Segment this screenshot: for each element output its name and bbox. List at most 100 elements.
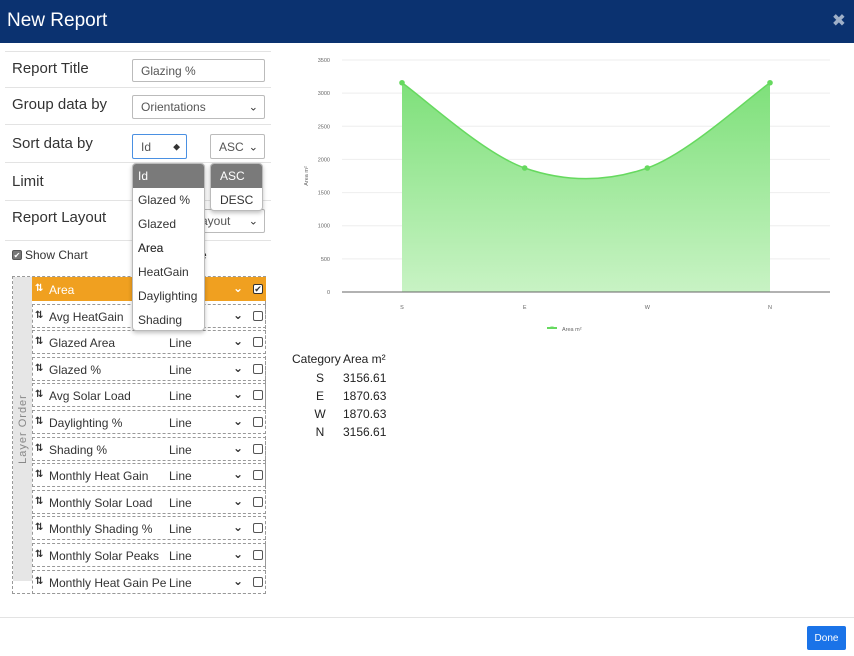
checkbox-icon[interactable] <box>253 443 263 454</box>
chevron-down-icon[interactable]: ⌄ <box>233 547 244 561</box>
chevron-down-icon[interactable]: ⌄ <box>233 281 244 295</box>
sort-arrows-icon[interactable]: ⇅ <box>35 575 44 587</box>
chevron-down-icon[interactable]: ⌄ <box>233 440 244 455</box>
layer-row[interactable]: ⇅ Avg Solar Load Line ⌄ <box>32 383 266 408</box>
show-chart-toggle[interactable]: ✔ Show Chart <box>12 248 88 262</box>
layer-chart-type[interactable]: Line <box>169 389 192 404</box>
y-tick-label: 500 <box>321 257 330 263</box>
sort-arrows-icon[interactable]: ⇅ <box>35 469 44 481</box>
layer-name: Glazed Area <box>49 336 116 351</box>
report-title-input[interactable]: Glazing % <box>132 59 265 82</box>
legend-label: Area m² <box>562 327 582 333</box>
sort-option[interactable]: Glazed % <box>138 193 191 207</box>
chevron-down-icon[interactable]: ⌄ <box>233 334 244 349</box>
y-tick-label: 0 <box>327 290 330 296</box>
sort-by-dropdown[interactable]: Id Glazed % Glazed Area Area HeatGain Dayligh… <box>132 163 205 331</box>
chevron-down-icon[interactable]: ⌄ <box>233 414 244 428</box>
layer-row[interactable]: ⇅ Monthly Shading % Line ⌄ <box>32 516 266 541</box>
layer-row[interactable]: ⇅ Daylighting % Line ⌄ <box>32 410 266 434</box>
sort-arrows-icon[interactable]: ⇅ <box>35 549 44 560</box>
layer-chart-type[interactable]: Line <box>169 575 192 590</box>
sort-option[interactable]: Area <box>138 241 164 255</box>
sort-arrows-icon[interactable]: ⇅ <box>35 336 44 348</box>
chevron-down-icon[interactable]: ⌄ <box>233 573 244 588</box>
layer-chart-type[interactable]: Line <box>169 336 192 351</box>
table-cell-value: 3156.61 <box>343 425 387 439</box>
order-option[interactable]: DESC <box>220 193 254 207</box>
sort-arrows-icon[interactable]: ⇅ <box>35 283 44 294</box>
sort-by-row: Sort data by Id ◆ ASC ⌄ <box>5 124 271 162</box>
layer-chart-type[interactable]: Line <box>169 469 192 484</box>
layer-chart-type[interactable]: Line <box>169 549 192 563</box>
table-header: Area m² <box>343 352 386 366</box>
checkbox-icon[interactable] <box>253 576 263 587</box>
checkbox-checked-icon[interactable]: ✔ <box>12 250 22 260</box>
sort-option[interactable]: HeatGain <box>138 265 189 279</box>
order-option[interactable]: ASC <box>211 164 262 188</box>
layer-row[interactable]: ⇅ Monthly Heat Gain Line ⌄ <box>32 463 266 488</box>
checkbox-checked-icon[interactable]: ✔ <box>253 284 263 294</box>
checkbox-icon[interactable] <box>253 550 263 560</box>
group-by-select[interactable]: Orientations ⌄ <box>132 95 265 119</box>
checkbox-icon[interactable] <box>253 496 263 507</box>
layer-row[interactable]: ⇅ Shading % Line ⌄ <box>32 436 266 461</box>
chevron-down-icon[interactable]: ⌄ <box>233 360 244 375</box>
sort-arrows-icon[interactable]: ⇅ <box>35 389 44 401</box>
report-title-row: Report Title Glazing % <box>5 51 271 87</box>
sort-arrows-icon[interactable]: ⇅ <box>35 416 44 427</box>
chevron-down-icon[interactable]: ⌄ <box>233 307 244 322</box>
sort-arrows-icon[interactable]: ⇅ <box>35 522 44 534</box>
checkbox-icon[interactable] <box>253 363 263 374</box>
layer-row[interactable]: ⇅ Glazed Area Line ⌄ <box>32 330 266 355</box>
layer-name: Monthly Heat Gain <box>49 469 149 484</box>
table-cell-category: N <box>315 425 325 439</box>
y-tick-label: 2000 <box>318 157 330 163</box>
layer-name: Monthly Solar Peaks <box>49 549 160 563</box>
sort-arrows-icon[interactable]: ⇅ <box>35 442 44 454</box>
sort-option[interactable]: Daylighting <box>138 289 198 303</box>
layer-chart-type[interactable]: Line <box>169 442 192 457</box>
layer-row[interactable]: ⇅ Monthly Solar Peaks Line ⌄ <box>32 543 266 567</box>
chevron-down-icon[interactable]: ⌄ <box>233 387 244 402</box>
sort-order-dropdown[interactable]: ASC DESC <box>210 163 263 211</box>
chevron-down-icon[interactable]: ⌄ <box>233 520 244 535</box>
sort-option[interactable]: Id <box>133 164 204 188</box>
sort-arrows-icon[interactable]: ⇅ <box>35 309 44 321</box>
sort-option[interactable]: Shading <box>138 313 183 327</box>
checkbox-icon[interactable] <box>253 390 263 401</box>
close-icon[interactable]: ✖ <box>831 11 846 30</box>
sort-arrows-icon[interactable]: ⇅ <box>35 495 44 507</box>
chevron-down-icon[interactable]: ⌄ <box>233 493 244 508</box>
chevron-down-icon[interactable]: ⌄ <box>233 467 244 482</box>
table-cell-category: S <box>315 371 324 385</box>
layout-select[interactable]: ayout ⌄ <box>200 209 265 233</box>
layer-row[interactable]: ⇅ Monthly Heat Gain Pe Line ⌄ <box>32 569 266 594</box>
layer-row[interactable]: ⇅ Monthly Solar Load Line ⌄ <box>32 489 266 514</box>
layer-chart-type[interactable]: Line <box>169 416 192 430</box>
y-tick-label: 3500 <box>318 58 330 64</box>
done-button[interactable]: Done <box>807 626 846 650</box>
sort-order-select[interactable]: ASC ⌄ <box>210 134 265 159</box>
checkbox-icon[interactable] <box>253 417 263 427</box>
checkbox-icon[interactable] <box>253 310 263 321</box>
checkbox-icon[interactable] <box>253 523 263 534</box>
data-point <box>399 79 405 86</box>
layer-name: Shading % <box>49 442 108 457</box>
x-tick-label: N <box>768 305 772 311</box>
table-cell-value: 3156.61 <box>343 371 387 385</box>
sort-by-select[interactable]: Id ◆ <box>132 134 187 159</box>
layer-name: Avg Solar Load <box>49 389 131 404</box>
layer-row[interactable]: ⇅ Glazed % Line ⌄ <box>32 356 266 381</box>
checkbox-icon[interactable] <box>253 337 263 348</box>
layer-name: Avg HeatGain <box>49 309 124 324</box>
chevron-down-icon: ⌄ <box>248 215 258 228</box>
data-point <box>644 165 651 171</box>
sort-arrows-icon[interactable]: ⇅ <box>35 362 44 374</box>
group-by-label: Group data by <box>12 96 108 113</box>
sort-option[interactable]: Glazed Area <box>138 217 177 255</box>
layer-chart-type[interactable]: Line <box>169 362 192 377</box>
layer-chart-type[interactable]: Line <box>169 495 192 510</box>
checkbox-icon[interactable] <box>253 470 263 481</box>
y-axis-label: Area m² <box>304 166 310 186</box>
layer-chart-type[interactable]: Line <box>169 522 192 537</box>
